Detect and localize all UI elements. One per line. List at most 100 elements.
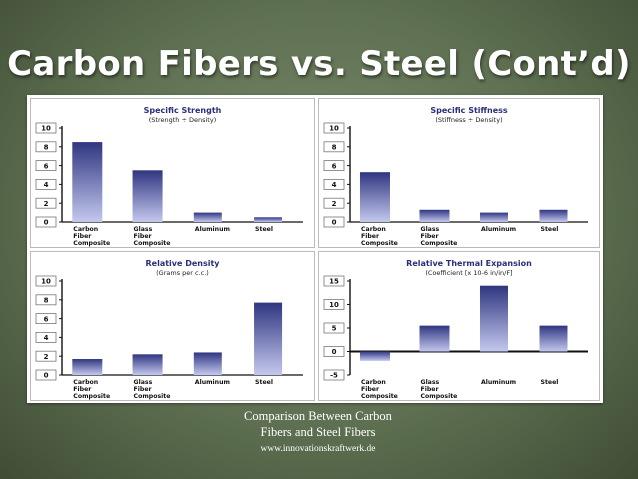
y-tick-box [323,322,345,334]
y-tick-label: 6 [332,162,337,170]
y-tick-box [35,197,57,209]
y-tick-box [35,141,57,153]
y-tick-label: 2 [44,200,49,208]
bar [132,170,163,222]
x-category-label: Carbon [361,379,386,386]
caption-line-1: Comparison Between Carbon [244,409,392,423]
y-tick-label: 0 [332,348,337,356]
y-tick-label: 4 [44,334,49,342]
y-tick-box [323,275,345,287]
bar [193,212,222,222]
caption-line-2: Fibers and Steel Fibers [260,425,376,439]
chart-figure: Specific Strength (Strength ÷ Density) 0 2 4… [27,95,603,403]
x-category-label: Glass [420,379,439,386]
y-tick-box [35,179,57,190]
y-tick-label: 6 [44,162,49,170]
bar [539,325,568,352]
y-tick-label: 4 [332,181,337,189]
x-category-label: Composite [73,393,110,400]
x-category-label: Fiber [73,386,92,393]
y-tick-label: 0 [44,372,49,380]
x-category-label: Carbon [73,379,98,386]
x-category-label: Fiber [420,233,439,240]
y-tick-box [323,346,345,357]
x-category-label: Aluminum [481,379,516,386]
x-category-label: Aluminum [195,226,230,233]
y-tick-label: 15 [329,278,339,286]
bar [132,354,163,375]
x-category-label: Composite [134,393,171,400]
x-category-label: Aluminum [481,226,516,233]
chart-title: Specific Strength [144,106,222,115]
y-tick-label: 8 [44,297,49,305]
caption-source-url: www.innovationskraftwerk.de [260,444,376,454]
y-tick-label: 10 [41,278,51,286]
bar [479,285,508,352]
y-tick-box [323,299,345,310]
y-tick-label: 0 [332,219,337,227]
y-tick-box [35,122,57,134]
bar [72,142,103,222]
y-tick-box [323,160,345,171]
y-tick-label: 0 [44,219,49,227]
bar [254,217,283,222]
bar [359,172,390,222]
x-category-label: Steel [540,226,558,233]
chart-title: Relative Thermal Expansion [406,259,532,268]
x-category-label: Carbon [73,226,98,233]
x-category-label: Aluminum [195,379,230,386]
chart-title: Relative Density [145,259,220,268]
bar [419,209,450,222]
y-tick-label: 8 [332,144,337,152]
x-category-label: Fiber [420,386,439,393]
y-tick-label: 2 [332,200,337,208]
slide-caption: Comparison Between Carbon Fibers and Ste… [218,408,418,457]
y-tick-label: 10 [329,301,339,309]
x-category-label: Fiber [134,233,153,240]
x-category-label: Composite [420,393,457,400]
y-tick-box [323,216,345,228]
x-category-label: Fiber [361,386,380,393]
y-tick-label: 4 [44,181,49,189]
y-tick-box [35,275,57,287]
chart-specific-stiffness: Specific Stiffness (Stiffness ÷ Density) 0… [318,98,600,248]
y-tick-box [35,294,57,306]
x-category-label: Composite [134,240,171,247]
y-tick-label: 8 [44,144,49,152]
y-tick-label: 6 [44,315,49,323]
relative-density-chart-svg: Relative Density(Grams per c.c.) 0 2 4 6 8 10 C… [30,251,315,401]
x-category-label: Fiber [73,233,92,240]
bar [193,352,222,375]
y-tick-box [35,216,57,228]
chart-relative-density: Relative Density (Grams per c.c.) 0 2 4 6 8 10 C… [30,251,315,401]
bar [359,351,390,361]
bar [479,212,508,222]
y-tick-box [323,197,345,209]
chart-subtitle: (Coefficient [x 10-6 in/in/F] [425,269,512,277]
y-tick-box [35,369,57,381]
y-tick-box [323,141,345,153]
x-category-label: Carbon [361,226,386,233]
y-tick-box [35,160,57,171]
y-tick-label: 10 [41,125,51,133]
specific-stiffness-chart-svg: Specific Stiffness(Stiffness ÷ Density) 0… [318,98,600,248]
y-tick-label: 5 [332,325,337,333]
x-category-label: Fiber [134,386,153,393]
x-category-label: Composite [73,240,110,247]
y-tick-label: -5 [330,372,338,380]
slide-title: Carbon Fibers vs. Steel (Cont’d) [7,44,631,84]
y-tick-box [35,350,57,362]
x-category-label: Glass [134,379,153,386]
y-tick-label: 2 [44,353,49,361]
x-category-label: Fiber [361,233,380,240]
x-category-label: Steel [255,379,273,386]
bar [539,209,568,222]
chart-title: Specific Stiffness [430,106,508,115]
x-category-label: Glass [134,226,153,233]
specific-strength-chart-svg: Specific Strength(Strength ÷ Density) 0 2 4… [30,98,315,248]
y-tick-box [323,122,345,134]
chart-subtitle: (Stiffness ÷ Density) [435,116,502,124]
y-tick-label: 10 [329,125,339,133]
chart-subtitle: (Grams per c.c.) [156,269,209,277]
x-category-label: Composite [361,393,398,400]
